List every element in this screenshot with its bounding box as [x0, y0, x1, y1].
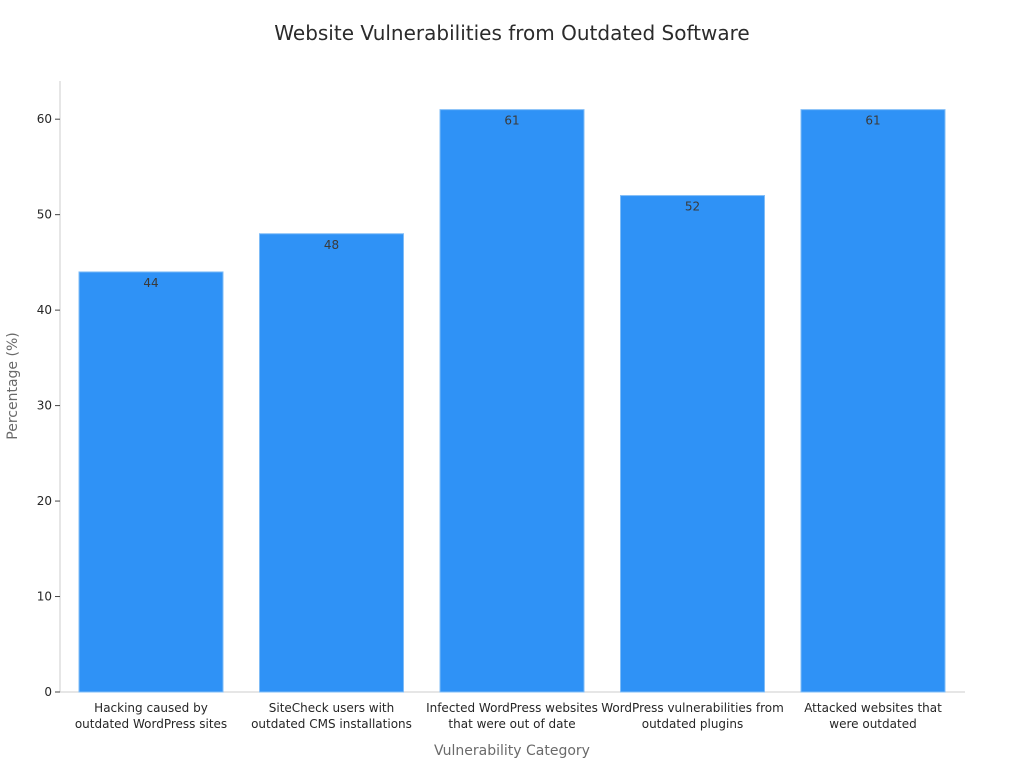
bar — [78, 271, 224, 693]
bar-data-label: 48 — [324, 238, 339, 252]
plot-area: 0 10 20 30 40 50 60 44 Hacking caused by outdated… — [37, 81, 965, 731]
bar-data-label: 52 — [685, 200, 700, 214]
y-axis-label: Percentage (%) — [5, 332, 21, 439]
y-tick-label: 50 — [37, 208, 52, 222]
bar — [439, 109, 585, 693]
y-tick-label: 20 — [37, 494, 52, 508]
x-tick-label: Hacking caused by outdated WordPress site… — [75, 701, 227, 731]
bar-data-label: 44 — [143, 276, 158, 290]
y-tick-label: 60 — [37, 112, 52, 126]
bar — [620, 195, 765, 693]
y-tick-label: 0 — [44, 685, 52, 699]
bar — [259, 233, 404, 693]
bar-data-label: 61 — [865, 114, 880, 128]
y-tick-label: 10 — [37, 590, 52, 604]
x-tick-label: WordPress vulnerabilities from outdated p… — [601, 701, 784, 731]
chart-title: Website Vulnerabilities from Outdated So… — [274, 21, 749, 45]
bar — [800, 109, 946, 693]
x-tick-label: Infected WordPress websites that were out… — [426, 701, 598, 731]
bar-data-label: 61 — [504, 114, 519, 128]
y-tick-label: 30 — [37, 399, 52, 413]
x-tick-label: Attacked websites that were outdated — [804, 701, 942, 731]
x-tick-label: SiteCheck users with outdated CMS install… — [251, 701, 412, 731]
x-axis-label: Vulnerability Category — [434, 743, 590, 759]
y-tick-label: 40 — [37, 303, 52, 317]
